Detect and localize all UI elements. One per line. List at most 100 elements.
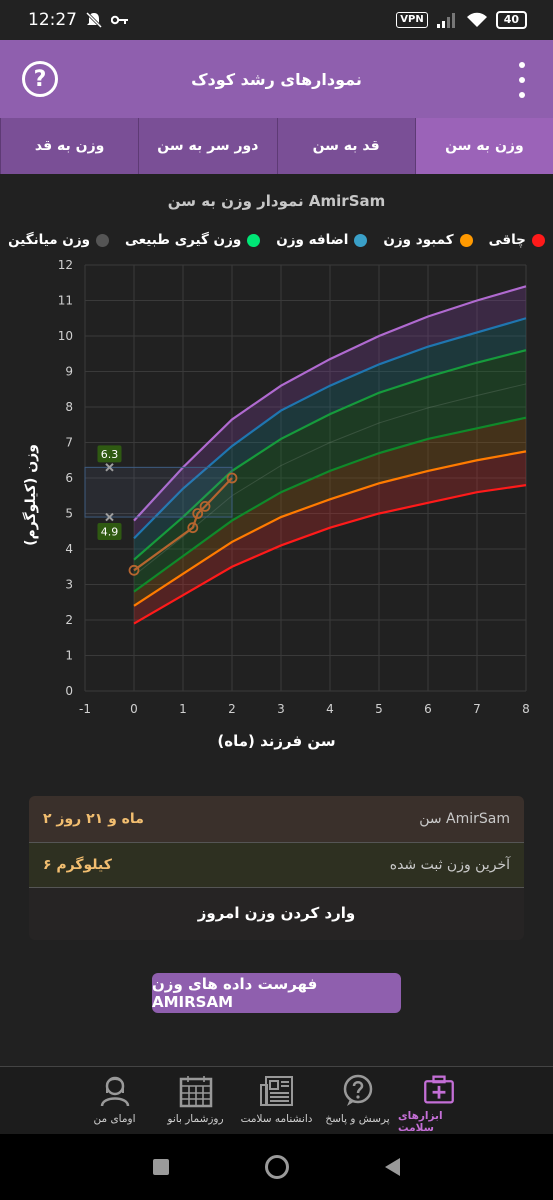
mute-icon: [85, 11, 103, 29]
x-tick-label: 6: [424, 702, 432, 716]
recent-apps-icon[interactable]: [153, 1159, 169, 1175]
marker-badge: [97, 523, 122, 541]
marker-label: 4.9: [101, 526, 119, 539]
weight-value: ۶ کیلوگرم: [43, 857, 112, 873]
signal-icon: [436, 13, 455, 28]
marker-label: 6.3: [101, 448, 119, 461]
calendar-icon: [179, 1076, 212, 1108]
help-icon[interactable]: ?: [22, 61, 58, 97]
tab-head-for-age[interactable]: دور سر به سن: [138, 118, 277, 174]
series-line-purple: [133, 285, 527, 522]
key-icon: [111, 15, 128, 25]
x-axis-label: سن فرزند (ماه): [217, 732, 336, 750]
marker-badge: [97, 445, 122, 463]
legend-dot: [531, 233, 545, 247]
system-nav-bar: [0, 1134, 553, 1200]
x-tick-label: 1: [179, 702, 187, 716]
x-tick-label: 5: [375, 702, 383, 716]
y-tick-label: 12: [58, 258, 73, 272]
app-bar: ? نمودارهای رشد کودک: [0, 40, 553, 118]
mean-line: [133, 383, 527, 577]
y-tick-label: 11: [58, 294, 73, 308]
wifi-icon: [466, 12, 487, 27]
chart-legend: چاقی کمبود وزن اضافه وزن وزن گیری طبیعی …: [0, 232, 553, 248]
chart-title: نمودار وزن به سن AmirSam: [167, 192, 386, 210]
band-fill: [134, 318, 526, 560]
x-tick-label: 2: [228, 702, 236, 716]
y-tick-label: 6: [65, 471, 73, 485]
user-icon: [100, 1076, 129, 1107]
x-tick-label: 4: [326, 702, 334, 716]
y-tick-label: 0: [65, 684, 73, 698]
info-card: ۲ ماه و ۲۱ روز سن AmirSam ۶ کیلوگرم آخری…: [29, 796, 524, 940]
legend-item-overweight[interactable]: اضافه وزن: [276, 232, 368, 248]
tab-height-for-age[interactable]: قد به سن: [276, 118, 415, 174]
y-tick-label: 7: [65, 436, 73, 450]
newspaper-icon: [259, 1076, 293, 1106]
vpn-badge: VPN: [396, 12, 428, 28]
y-tick-label: 10: [58, 329, 73, 343]
series-line-orange: [133, 450, 527, 607]
page-title: نمودارهای رشد کودک: [191, 69, 362, 89]
nav-calendar[interactable]: روزشمار بانو: [155, 1067, 236, 1134]
nav-profile[interactable]: اومای من: [74, 1067, 155, 1134]
legend-dot: [459, 233, 473, 247]
clock: 12:27: [28, 10, 77, 30]
battery-indicator: 40: [495, 11, 527, 29]
legend-item-obesity[interactable]: چاقی: [489, 232, 545, 248]
band-fill: [134, 417, 526, 606]
legend-item-average[interactable]: وزن میانگین: [8, 232, 109, 248]
legend-item-normal[interactable]: وزن گیری طبیعی: [125, 232, 261, 248]
marker-x: [105, 512, 114, 522]
child-weight-point: [128, 564, 140, 576]
tab-weight-for-age[interactable]: وزن به سن: [414, 118, 553, 174]
y-tick-label: 4: [65, 542, 73, 556]
legend-dot: [96, 233, 109, 247]
child-weight-point: [192, 508, 204, 519]
nav-encyclopedia[interactable]: دانشنامه سلامت: [236, 1067, 317, 1134]
child-weight-point: [199, 500, 211, 512]
y-tick-label: 3: [65, 578, 73, 592]
series-line-green: [133, 349, 527, 561]
status-bar: 12:27 VPN 40: [0, 0, 553, 40]
y-tick-label: 9: [65, 365, 73, 379]
series-line-red: [133, 484, 527, 625]
band-fill: [134, 451, 526, 624]
back-icon[interactable]: [385, 1158, 400, 1176]
y-tick-label: 1: [65, 649, 73, 663]
highlight-box: [84, 466, 233, 518]
x-tick-label: 0: [130, 702, 138, 716]
nav-health-tools[interactable]: ابزارهای سلامت: [398, 1067, 479, 1134]
legend-dot: [247, 233, 261, 247]
nav-qa[interactable]: پرسش و پاسخ: [317, 1067, 398, 1134]
y-tick-label: 8: [65, 400, 73, 414]
enter-weight-button[interactable]: وارد کردن وزن امروز: [197, 904, 356, 922]
series-line-blue: [133, 317, 527, 540]
bottom-nav: ابزارهای سلامت پرسش و پاسخ دانشنامه سلام…: [0, 1066, 553, 1134]
weight-list-button[interactable]: فهرست داده های وزن AMIRSAM: [152, 973, 401, 1013]
legend-item-underweight[interactable]: کمبود وزن: [383, 232, 473, 248]
y-axis-label: وزن (کیلوگرم): [23, 444, 39, 546]
marker-x: [105, 463, 114, 472]
tab-weight-for-height[interactable]: وزن به قد: [0, 118, 139, 174]
x-tick-label: -1: [79, 702, 91, 716]
tab-bar: وزن به سن قد به سن دور سر به سن وزن به ق…: [0, 118, 553, 174]
y-tick-label: 5: [65, 507, 73, 521]
weight-label: آخرین وزن ثبت شده: [389, 857, 510, 873]
question-bubble-icon: [343, 1074, 372, 1106]
child-weight-point: [226, 472, 238, 484]
home-icon[interactable]: [265, 1155, 289, 1179]
age-label: سن AmirSam: [419, 811, 510, 827]
x-tick-label: 3: [277, 702, 285, 716]
y-tick-label: 2: [65, 613, 73, 627]
age-value: ۲ ماه و ۲۱ روز: [43, 811, 144, 827]
age-row: ۲ ماه و ۲۱ روز سن AmirSam: [29, 796, 524, 842]
series-line-dark-green: [133, 416, 527, 593]
child-weight-line: [133, 477, 233, 572]
weight-row: ۶ کیلوگرم آخرین وزن ثبت شده: [29, 842, 524, 888]
health-kit-icon: [423, 1075, 454, 1104]
x-tick-label: 7: [473, 702, 481, 716]
overflow-menu-icon[interactable]: [517, 62, 527, 98]
child-weight-point: [187, 522, 199, 534]
